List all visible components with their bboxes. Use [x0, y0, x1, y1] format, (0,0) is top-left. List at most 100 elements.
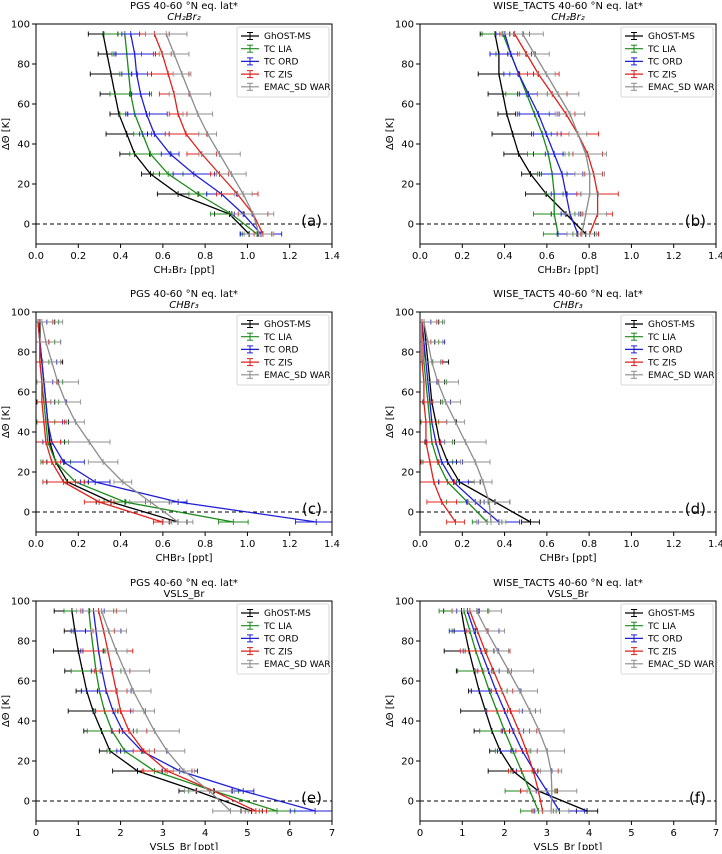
panel-tag: (e) — [301, 789, 322, 807]
x-tick-label: 0.8 — [197, 539, 213, 550]
y-tick-label: 20 — [401, 468, 414, 479]
x-tick-label: 1.0 — [623, 251, 639, 262]
y-tick-label: 100 — [395, 308, 414, 319]
x-tick-label: 0.4 — [497, 539, 513, 550]
y-tick-label: 80 — [401, 348, 414, 359]
legend-label: TC ZIS — [647, 358, 677, 368]
y-tick-label: 100 — [11, 308, 30, 319]
legend-label: EMAC_SD WAR — [648, 371, 715, 381]
x-axis-label: VSLS_Br [ppt] — [534, 842, 603, 850]
y-tick-label: 100 — [395, 20, 414, 31]
y-tick-label: 20 — [401, 757, 414, 768]
legend-entry: EMAC_SD WAR — [625, 659, 715, 670]
y-tick-label: 40 — [17, 428, 30, 439]
y-tick-label: 40 — [17, 140, 30, 151]
legend-entry: TC ZIS — [625, 70, 677, 80]
series-emac-sd-war — [501, 31, 607, 237]
series-ghost-ms — [52, 608, 263, 814]
legend-entry: GhOST-MS — [625, 320, 695, 330]
x-tick-label: 0.4 — [497, 251, 513, 262]
y-tick-label: 0 — [408, 508, 414, 519]
chart-title: PGS 40-60 °N eq. lat* — [130, 578, 238, 589]
y-tick-label: 0 — [24, 797, 30, 808]
legend-label: EMAC_SD WAR — [648, 83, 715, 93]
y-axis-label: ΔΘ [K] — [1, 406, 12, 438]
legend-label: GhOST-MS — [648, 320, 695, 330]
y-tick-label: 40 — [401, 140, 414, 151]
axes-frame — [35, 600, 333, 822]
series-tc-zis — [36, 319, 172, 525]
x-tick-label: 0.8 — [581, 539, 597, 550]
legend-label: TC LIA — [647, 45, 677, 55]
y-tick-label: 40 — [401, 717, 414, 728]
y-tick-label: 80 — [17, 60, 30, 71]
y-tick-label: 20 — [17, 468, 30, 479]
axes-frame — [35, 311, 333, 533]
legend-label: TC ZIS — [647, 70, 677, 80]
axes-frame — [419, 600, 717, 822]
legend-label: TC LIA — [263, 45, 293, 55]
y-tick-label: 80 — [17, 348, 30, 359]
x-tick-label: 7 — [713, 828, 719, 839]
legend-label: TC LIA — [647, 622, 677, 632]
x-tick-label: 5 — [628, 828, 634, 839]
x-tick-label: 0.6 — [539, 539, 555, 550]
y-tick-label: 0 — [408, 797, 414, 808]
x-tick-label: 2 — [501, 828, 507, 839]
panel-tag: (a) — [301, 212, 322, 230]
panel-tag: (b) — [685, 212, 706, 230]
legend-entry: TC ORD — [241, 57, 298, 68]
x-tick-label: 0.0 — [28, 251, 44, 262]
x-tick-label: 1.4 — [324, 251, 340, 262]
y-tick-label: 20 — [17, 180, 30, 191]
y-tick-label: 40 — [401, 428, 414, 439]
chart-title: WISE_TACTS 40-60 °N eq. lat* — [493, 1, 643, 12]
legend-label: TC ORD — [263, 346, 298, 356]
legend: GhOST-MS TC LIA TC ORD TC ZIS EMAC_SD WAR — [620, 26, 715, 98]
legend-box — [236, 603, 330, 675]
panel-tag: (f) — [689, 789, 706, 807]
legend-entry: TC ZIS — [241, 358, 293, 368]
x-tick-label: 0.6 — [155, 251, 171, 262]
plot-area — [36, 31, 332, 237]
series-tc-ord — [113, 31, 283, 237]
y-tick-label: 60 — [17, 100, 30, 111]
legend-entry: GhOST-MS — [625, 32, 695, 42]
x-tick-label: 3 — [160, 828, 166, 839]
series-emac-sd-war — [420, 319, 511, 525]
x-tick-label: 1.2 — [282, 539, 298, 550]
legend-label: TC LIA — [647, 333, 677, 343]
y-axis-label: ΔΘ [K] — [385, 695, 396, 727]
legend-label: GhOST-MS — [648, 609, 695, 619]
legend: GhOST-MS TC LIA TC ORD TC ZIS EMAC_SD WAR — [236, 603, 331, 675]
chart-subtitle: VSLS_Br — [547, 589, 589, 600]
y-tick-label: 100 — [11, 20, 30, 31]
legend-entry: EMAC_SD WAR — [241, 82, 331, 93]
chart-panel-2: WISE_TACTS 40-60 °N eq. lat*CH₂Br₂ 0.0 0.2… — [385, 1, 722, 276]
chart-title: WISE_TACTS 40-60 °N eq. lat* — [493, 289, 643, 300]
y-tick-label: 60 — [401, 388, 414, 399]
legend-entry: TC LIA — [241, 621, 293, 632]
y-tick-label: 60 — [401, 100, 414, 111]
legend-entry: GhOST-MS — [241, 32, 311, 42]
legend-box — [620, 26, 714, 98]
legend-box — [236, 314, 330, 386]
x-tick-label: 5 — [244, 828, 250, 839]
legend-label: TC LIA — [263, 333, 293, 343]
legend: GhOST-MS TC LIA TC ORD TC ZIS EMAC_SD WAR — [236, 26, 331, 98]
legend-entry: EMAC_SD WAR — [241, 370, 331, 381]
x-tick-label: 0.8 — [197, 251, 213, 262]
plot-area — [36, 608, 332, 814]
x-tick-label: 1.4 — [708, 539, 722, 550]
legend: GhOST-MS TC LIA TC ORD TC ZIS EMAC_SD WAR — [620, 603, 715, 675]
chart-subtitle: CHBr₃ — [553, 300, 582, 311]
legend-entry: GhOST-MS — [625, 609, 695, 619]
legend-label: GhOST-MS — [264, 32, 311, 42]
axes-frame — [419, 23, 717, 245]
x-tick-label: 1.4 — [708, 251, 722, 262]
chart-subtitle: VSLS_Br — [163, 589, 205, 600]
y-tick-label: 80 — [17, 637, 30, 648]
x-tick-label: 0.2 — [70, 251, 86, 262]
x-tick-label: 0.6 — [155, 539, 171, 550]
y-tick-label: 0 — [24, 508, 30, 519]
